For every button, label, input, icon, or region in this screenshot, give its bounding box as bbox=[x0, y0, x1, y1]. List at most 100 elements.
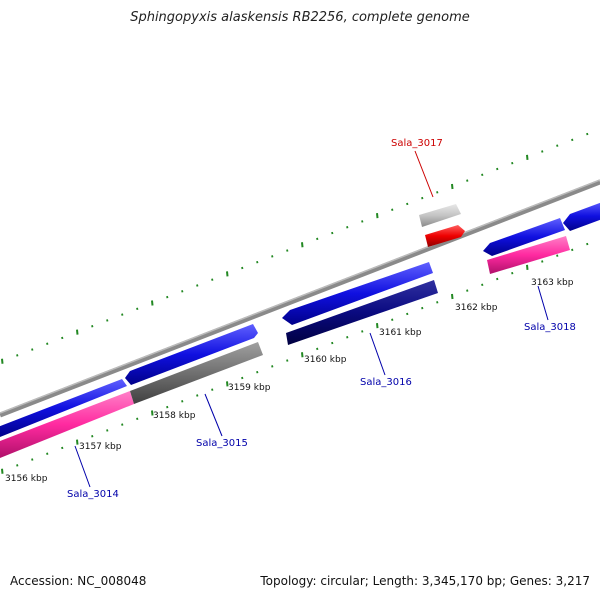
tick-mark bbox=[496, 277, 499, 281]
tick-mark bbox=[181, 400, 184, 403]
tick-mark bbox=[316, 237, 319, 241]
tick-mark bbox=[181, 290, 184, 293]
genome-backbone-highlight bbox=[0, 179, 600, 414]
tick-mark bbox=[166, 295, 169, 299]
tick-mark bbox=[241, 266, 244, 270]
tick-mark bbox=[361, 330, 364, 333]
tick-label: 3159 kbp bbox=[228, 383, 271, 393]
tick-mark bbox=[226, 381, 229, 387]
tick-mark bbox=[106, 429, 109, 432]
tick-mark bbox=[16, 464, 19, 467]
gene-labels: Sala_3014 Sala_3015 Sala_3016 Sala_3017 … bbox=[67, 138, 576, 500]
tick-mark bbox=[46, 452, 49, 455]
accession-text: Accession: NC_008048 bbox=[10, 574, 147, 588]
gene-3017-highlighted[interactable] bbox=[425, 225, 465, 247]
tick-mark bbox=[46, 342, 49, 345]
tick-mark bbox=[481, 283, 484, 287]
tick-mark bbox=[466, 289, 469, 292]
tick-label: 3158 kbp bbox=[153, 411, 196, 421]
genome-summary: Topology: circular; Length: 3,345,170 bp… bbox=[260, 574, 590, 588]
gene-reverse-3015[interactable] bbox=[130, 342, 263, 404]
tick-mark bbox=[76, 329, 79, 335]
gene-label-3014[interactable]: Sala_3014 bbox=[67, 489, 119, 500]
tick-mark bbox=[436, 191, 439, 194]
tick-mark bbox=[571, 138, 574, 142]
gene-reverse-3014[interactable] bbox=[0, 391, 134, 458]
gene-3017-shadow bbox=[419, 204, 461, 227]
tick-label: 3157 kbp bbox=[79, 442, 122, 452]
tick-mark bbox=[196, 394, 199, 397]
gene-forward-3015[interactable] bbox=[125, 324, 258, 385]
tick-mark bbox=[301, 352, 304, 358]
tick-mark bbox=[166, 405, 169, 409]
tick-mark bbox=[256, 370, 259, 374]
gene-reverse-3018[interactable] bbox=[487, 236, 570, 274]
tick-mark bbox=[451, 183, 454, 190]
tick-mark bbox=[151, 300, 154, 306]
tick-mark bbox=[31, 458, 34, 461]
tick-mark bbox=[391, 208, 394, 211]
tick-mark bbox=[421, 306, 424, 310]
tick-mark bbox=[61, 336, 64, 340]
tick-mark bbox=[556, 144, 559, 147]
tick-mark bbox=[271, 365, 274, 368]
map-title: Sphingopyxis alaskensis RB2256, complete… bbox=[130, 10, 470, 25]
tick-label: 3162 kbp bbox=[455, 303, 498, 313]
tick-mark bbox=[406, 202, 409, 206]
tick-mark bbox=[361, 220, 364, 223]
tick-mark bbox=[466, 179, 469, 182]
tick-mark bbox=[346, 226, 349, 229]
tick-mark bbox=[301, 242, 304, 248]
outer-tick-track bbox=[1, 132, 589, 364]
tick-mark bbox=[526, 154, 529, 160]
tick-mark bbox=[496, 167, 499, 171]
gene-label-3015[interactable]: Sala_3015 bbox=[196, 438, 248, 449]
gene-label-3018[interactable]: Sala_3018 bbox=[524, 322, 576, 333]
tick-mark bbox=[586, 242, 589, 246]
tick-mark bbox=[451, 293, 454, 300]
tick-mark bbox=[121, 423, 124, 426]
tick-mark bbox=[286, 249, 289, 252]
tick-mark bbox=[241, 376, 244, 380]
tick-label: 3163 kbp bbox=[531, 278, 574, 288]
tick-mark bbox=[256, 260, 259, 264]
gene-forward-3016[interactable] bbox=[282, 262, 433, 325]
tick-mark bbox=[121, 313, 124, 316]
tick-mark bbox=[271, 255, 274, 258]
gene-forward-3019[interactable] bbox=[563, 201, 600, 231]
gene-reverse-3016[interactable] bbox=[286, 280, 438, 345]
gene-forward-3014[interactable] bbox=[0, 379, 127, 437]
tick-mark bbox=[196, 284, 199, 287]
tick-mark bbox=[136, 307, 139, 311]
tick-mark bbox=[136, 417, 139, 421]
tick-mark bbox=[106, 319, 109, 322]
tick-mark bbox=[31, 348, 34, 351]
tick-mark bbox=[586, 132, 589, 136]
gene-label-3017[interactable]: Sala_3017 bbox=[391, 138, 443, 149]
tick-mark bbox=[211, 388, 214, 391]
tick-mark bbox=[436, 301, 439, 304]
tick-mark bbox=[16, 354, 19, 357]
gene-forward-3018[interactable] bbox=[483, 218, 565, 256]
tick-mark bbox=[91, 435, 94, 438]
tick-mark bbox=[541, 260, 544, 263]
tick-mark bbox=[346, 336, 349, 339]
inner-tick-track bbox=[1, 242, 589, 474]
tick-mark bbox=[421, 196, 424, 200]
tick-mark bbox=[91, 325, 94, 328]
tick-mark bbox=[526, 264, 529, 270]
tick-mark bbox=[376, 322, 379, 329]
tick-mark bbox=[61, 446, 64, 450]
tick-mark bbox=[541, 150, 544, 153]
tick-mark bbox=[391, 318, 394, 321]
tick-mark bbox=[76, 439, 79, 445]
leader-lines bbox=[74, 150, 549, 488]
gene-label-3016[interactable]: Sala_3016 bbox=[360, 377, 412, 388]
tick-mark bbox=[511, 271, 514, 275]
tick-mark bbox=[556, 254, 559, 257]
tick-mark bbox=[571, 248, 574, 252]
genome-backbone bbox=[0, 179, 600, 418]
tick-mark bbox=[331, 341, 334, 345]
